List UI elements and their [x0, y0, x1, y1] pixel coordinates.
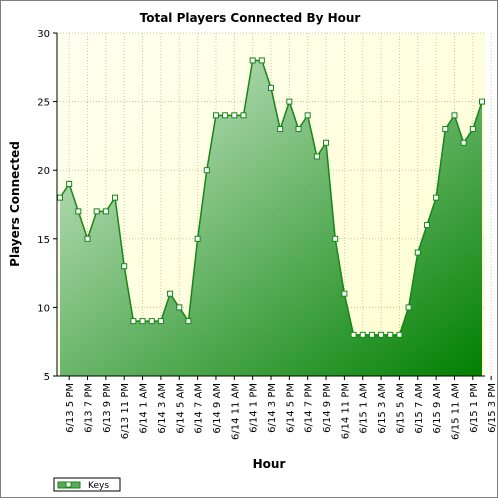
- x-tick-label: 6/15 1 AM: [359, 383, 370, 434]
- x-tick-label: 6/13 5 PM: [65, 383, 76, 433]
- legend-marker: [65, 481, 72, 488]
- x-tick-label: 6/14 5 PM: [285, 383, 296, 433]
- data-point: [341, 290, 348, 297]
- x-tick-label: 6/13 7 PM: [84, 383, 95, 433]
- legend-label-keys: Keys: [88, 481, 109, 491]
- data-point: [121, 263, 128, 270]
- data-point: [295, 126, 302, 133]
- y-tick-label: 30: [37, 29, 50, 40]
- data-point: [405, 304, 412, 311]
- x-tick-label: 6/14 11 AM: [230, 383, 241, 440]
- data-point: [258, 57, 265, 64]
- x-tick-label: 6/13 11 PM: [120, 383, 131, 439]
- data-point: [442, 126, 449, 133]
- data-point: [304, 112, 311, 119]
- data-point: [212, 112, 219, 119]
- x-tick-label: 6/14 9 PM: [322, 383, 333, 433]
- y-tick-label: 20: [37, 166, 50, 177]
- x-tick-label: 6/15 9 AM: [432, 383, 443, 434]
- data-point: [479, 98, 485, 105]
- legend: Keys: [53, 477, 121, 492]
- data-point: [387, 331, 394, 338]
- x-tick-label: 6/14 7 AM: [194, 383, 205, 434]
- x-axis-title: Hour: [253, 457, 286, 471]
- x-tick-label: 6/15 5 AM: [395, 383, 406, 434]
- x-tick-label: 6/14 11 PM: [340, 383, 351, 439]
- data-point: [93, 208, 100, 215]
- data-point: [323, 139, 330, 146]
- data-point: [231, 112, 238, 119]
- y-tick-label: 25: [37, 98, 50, 109]
- data-point: [102, 208, 109, 215]
- y-tick-label: 5: [44, 372, 50, 383]
- data-point: [176, 304, 183, 311]
- data-point: [378, 331, 385, 338]
- data-point: [286, 98, 293, 105]
- x-tick-label: 6/15 3 AM: [377, 383, 388, 434]
- x-tick-label: 6/14 5 AM: [175, 383, 186, 434]
- series-area-fill-keys: [60, 60, 482, 376]
- y-tick-label: 15: [37, 235, 50, 246]
- series-points: [57, 57, 485, 338]
- y-tick-label: 10: [37, 303, 50, 314]
- data-point: [396, 331, 403, 338]
- data-point: [139, 318, 146, 325]
- x-tick-label: 6/14 3 AM: [157, 383, 168, 434]
- y-axis-title: Players Connected: [8, 141, 22, 267]
- x-tick-label: 6/15 7 AM: [414, 383, 425, 434]
- x-tick-label: 6/14 3 PM: [267, 383, 278, 433]
- data-point: [203, 167, 210, 174]
- data-point: [332, 235, 339, 242]
- data-point: [194, 235, 201, 242]
- data-point: [240, 112, 247, 119]
- data-point: [157, 318, 164, 325]
- y-axis-ticks: 5 10 15 20 25 30: [37, 29, 57, 383]
- x-tick-label: 6/14 7 PM: [304, 383, 315, 433]
- data-point: [268, 84, 274, 91]
- x-tick-label: 6/13 9 PM: [102, 383, 113, 433]
- data-point: [130, 318, 137, 325]
- data-point: [469, 126, 476, 133]
- data-point: [460, 139, 467, 146]
- data-point: [84, 235, 91, 242]
- data-point: [185, 318, 192, 325]
- data-point: [148, 318, 155, 325]
- data-point: [249, 57, 256, 64]
- x-tick-label: 6/14 9 AM: [212, 383, 223, 434]
- chart-title: Total Players Connected By Hour: [140, 11, 361, 25]
- data-point: [75, 208, 82, 215]
- data-point: [57, 194, 63, 201]
- x-axis-ticks: 6/13 5 PM 6/13 7 PM 6/13 9 PM 6/13 11 PM 6/1…: [65, 376, 498, 440]
- x-tick-label: 6/14 1 AM: [139, 383, 150, 434]
- x-tick-label: 6/15 1 PM: [469, 383, 480, 433]
- data-point: [167, 290, 174, 297]
- data-point: [112, 194, 119, 201]
- data-point: [368, 331, 375, 338]
- data-point: [350, 331, 357, 338]
- data-point: [222, 112, 229, 119]
- data-point: [313, 153, 320, 160]
- data-point: [66, 180, 73, 187]
- data-point: [433, 194, 440, 201]
- data-point: [451, 112, 458, 119]
- x-tick-label: 6/15 3 PM: [487, 383, 498, 433]
- data-point: [359, 331, 366, 338]
- data-point: [423, 222, 430, 229]
- x-tick-label: 6/14 1 PM: [249, 383, 260, 433]
- x-tick-label: 6/15 11 AM: [450, 383, 461, 440]
- data-point: [414, 249, 421, 256]
- data-point: [277, 126, 284, 133]
